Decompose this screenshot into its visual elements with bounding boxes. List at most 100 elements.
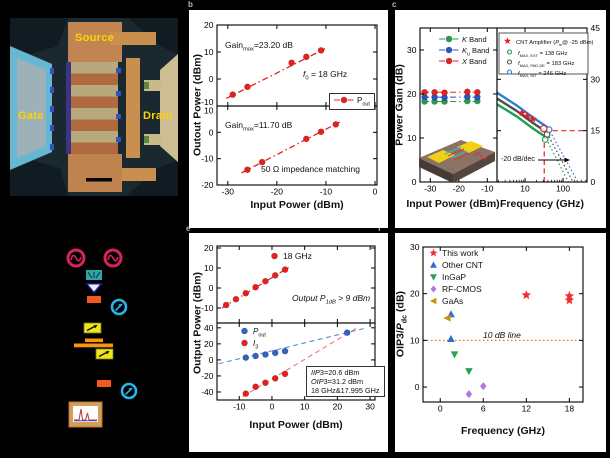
legend-this-work: This work	[428, 248, 478, 259]
panel-letter-f: f	[378, 224, 381, 233]
legend-pout: Pout	[329, 93, 375, 111]
svg-text:20: 20	[407, 89, 417, 99]
svg-text:0: 0	[438, 404, 443, 414]
svg-text:100: 100	[556, 184, 570, 194]
legend-gaas: GaAs	[428, 296, 463, 307]
scale-bar	[86, 178, 112, 182]
svg-text:40: 40	[204, 323, 214, 333]
svg-text:30: 30	[407, 45, 417, 55]
micrograph-image	[10, 18, 178, 196]
legend-k-band: K Band	[439, 34, 487, 44]
series-gaas	[443, 314, 451, 322]
legend-x-band: X Band	[439, 56, 487, 66]
svg-text:10: 10	[300, 402, 310, 412]
y-axis-label: Output Power (dBm)	[191, 271, 204, 375]
f0-label: f0 = 18 GHz	[303, 69, 348, 82]
probe-station-dut-icon	[74, 338, 113, 348]
svg-text:15: 15	[591, 126, 601, 136]
svg-text:20: 20	[204, 339, 214, 349]
gate-label: Gate	[18, 110, 44, 122]
legend-fmax-int: fMAX, INT = 246 GHz	[504, 67, 566, 79]
svg-text:0: 0	[270, 402, 275, 412]
series-gain-pad-deembedded	[496, 97, 549, 135]
svg-text:0: 0	[591, 177, 596, 187]
power-meter-icon	[110, 298, 128, 316]
x-axis-label: Input Power (dBm)	[249, 419, 343, 431]
svg-text:10: 10	[520, 184, 530, 194]
svg-text:20: 20	[410, 289, 420, 299]
legend-18ghz: 18 GHz	[269, 251, 312, 262]
series-pout-18ghz	[221, 266, 290, 309]
svg-text:-30: -30	[424, 184, 437, 194]
legend-rf-cmos: RF-CMOS	[428, 284, 482, 295]
svg-text:10: 10	[204, 263, 214, 273]
drain-label: Drain	[143, 110, 173, 122]
svg-text:-40: -40	[201, 387, 214, 397]
attenuator-icon	[87, 296, 101, 303]
svg-text:30: 30	[410, 242, 420, 252]
measurement-setup-schematic	[0, 230, 185, 458]
svg-text:45: 45	[591, 23, 601, 33]
svg-text:-10: -10	[233, 402, 246, 412]
svg-text:6: 6	[481, 404, 486, 414]
y-axis-label: Outout Power (dBm)	[191, 53, 204, 157]
signal-generator-icon	[103, 248, 123, 268]
series-pout-18ghz-gain-23dB	[226, 47, 326, 100]
chart-oip3-comparison: 0 6 12 18 0 10 20 30 This work Other CNT InGaP RF-C…	[394, 233, 606, 452]
gain-max-top-label: Gainmax=23.20 dB	[225, 40, 293, 53]
svg-text:30: 30	[365, 402, 375, 412]
chart-output-vs-input-gain: -10 0 10 20 -30 -20 -10 0 -20 -10 0 10 Gainmax=23.20…	[189, 10, 388, 228]
chart-power-gain-vs-input-and-frequency: -30 -20 -10 0 10 20 30 10 100 0 15 30 45 K Band Ku Ban…	[393, 10, 606, 228]
x-axis-label: Input Power (dBm)	[250, 199, 344, 211]
panel-letter-e: e	[186, 224, 191, 233]
input-tuner-icon	[83, 322, 102, 334]
panel-letter-b: b	[188, 0, 193, 9]
slope-label: -20 dB/dec	[501, 156, 535, 163]
legend-i3: I3	[239, 338, 258, 351]
series-gain-ext	[496, 103, 549, 140]
gain-max-bottom-label: Gainmax=11.70 dB	[225, 120, 293, 133]
svg-text:0: 0	[209, 127, 214, 137]
svg-text:0: 0	[209, 355, 214, 365]
device-3d-inset-illustration	[419, 140, 495, 183]
series-gain-15db-marker	[539, 124, 548, 133]
svg-text:-10: -10	[481, 184, 494, 194]
power-meter-icon	[120, 382, 138, 400]
svg-text:0: 0	[412, 177, 417, 187]
x-axis-label: Frequency (GHz)	[460, 425, 546, 437]
source-label: Source	[75, 32, 115, 44]
device-micrograph: Source Gate Drain	[10, 18, 178, 196]
svg-text:20: 20	[204, 243, 214, 253]
svg-text:0: 0	[209, 283, 214, 293]
source-electrode	[68, 22, 156, 192]
svg-text:0: 0	[373, 187, 378, 197]
svg-text:-10: -10	[201, 303, 214, 313]
legend-other-cnt: Other CNT	[428, 260, 483, 271]
power-combiner-icon	[86, 270, 102, 280]
series-pout-fundamental	[242, 329, 351, 361]
chart-linearity-output-vs-input: -10 0 10 20 -10 0 10 20 30 -40 -20 0 20 40 18 GHz Outpu…	[189, 233, 388, 452]
svg-text:12: 12	[522, 404, 532, 414]
gate-electrode	[10, 46, 52, 170]
series-this-work	[521, 290, 575, 305]
svg-text:10: 10	[204, 47, 214, 57]
spectrum-analyzer-icon	[68, 401, 103, 428]
series-pout-50ohm-gain-11dB	[241, 121, 340, 174]
series-pad-extrapolation-183ghz	[546, 132, 574, 183]
svg-text:-20: -20	[453, 184, 466, 194]
svg-text:-30: -30	[222, 187, 235, 197]
legend-cnt-amplifier: CNT Amplifier (Pin@ -25 dBm)	[502, 36, 594, 48]
svg-text:-10: -10	[201, 154, 214, 164]
svg-text:10: 10	[407, 133, 417, 143]
series-rf-cmos	[465, 382, 487, 399]
impedance-note: 50 Ω impedance matching	[261, 164, 360, 174]
svg-text:-10: -10	[201, 97, 214, 107]
svg-text:30: 30	[591, 74, 601, 84]
x-axis-label-left: Input Power (dBm)	[406, 198, 500, 210]
legend-fmax-ext: fMAX, EXT = 138 GHz	[504, 47, 568, 59]
svg-text:-10: -10	[320, 187, 333, 197]
legend-ingap: InGaP	[428, 272, 466, 283]
legend-pout: Pout	[239, 326, 266, 339]
svg-text:18: 18	[565, 404, 575, 414]
svg-text:0: 0	[415, 382, 420, 392]
